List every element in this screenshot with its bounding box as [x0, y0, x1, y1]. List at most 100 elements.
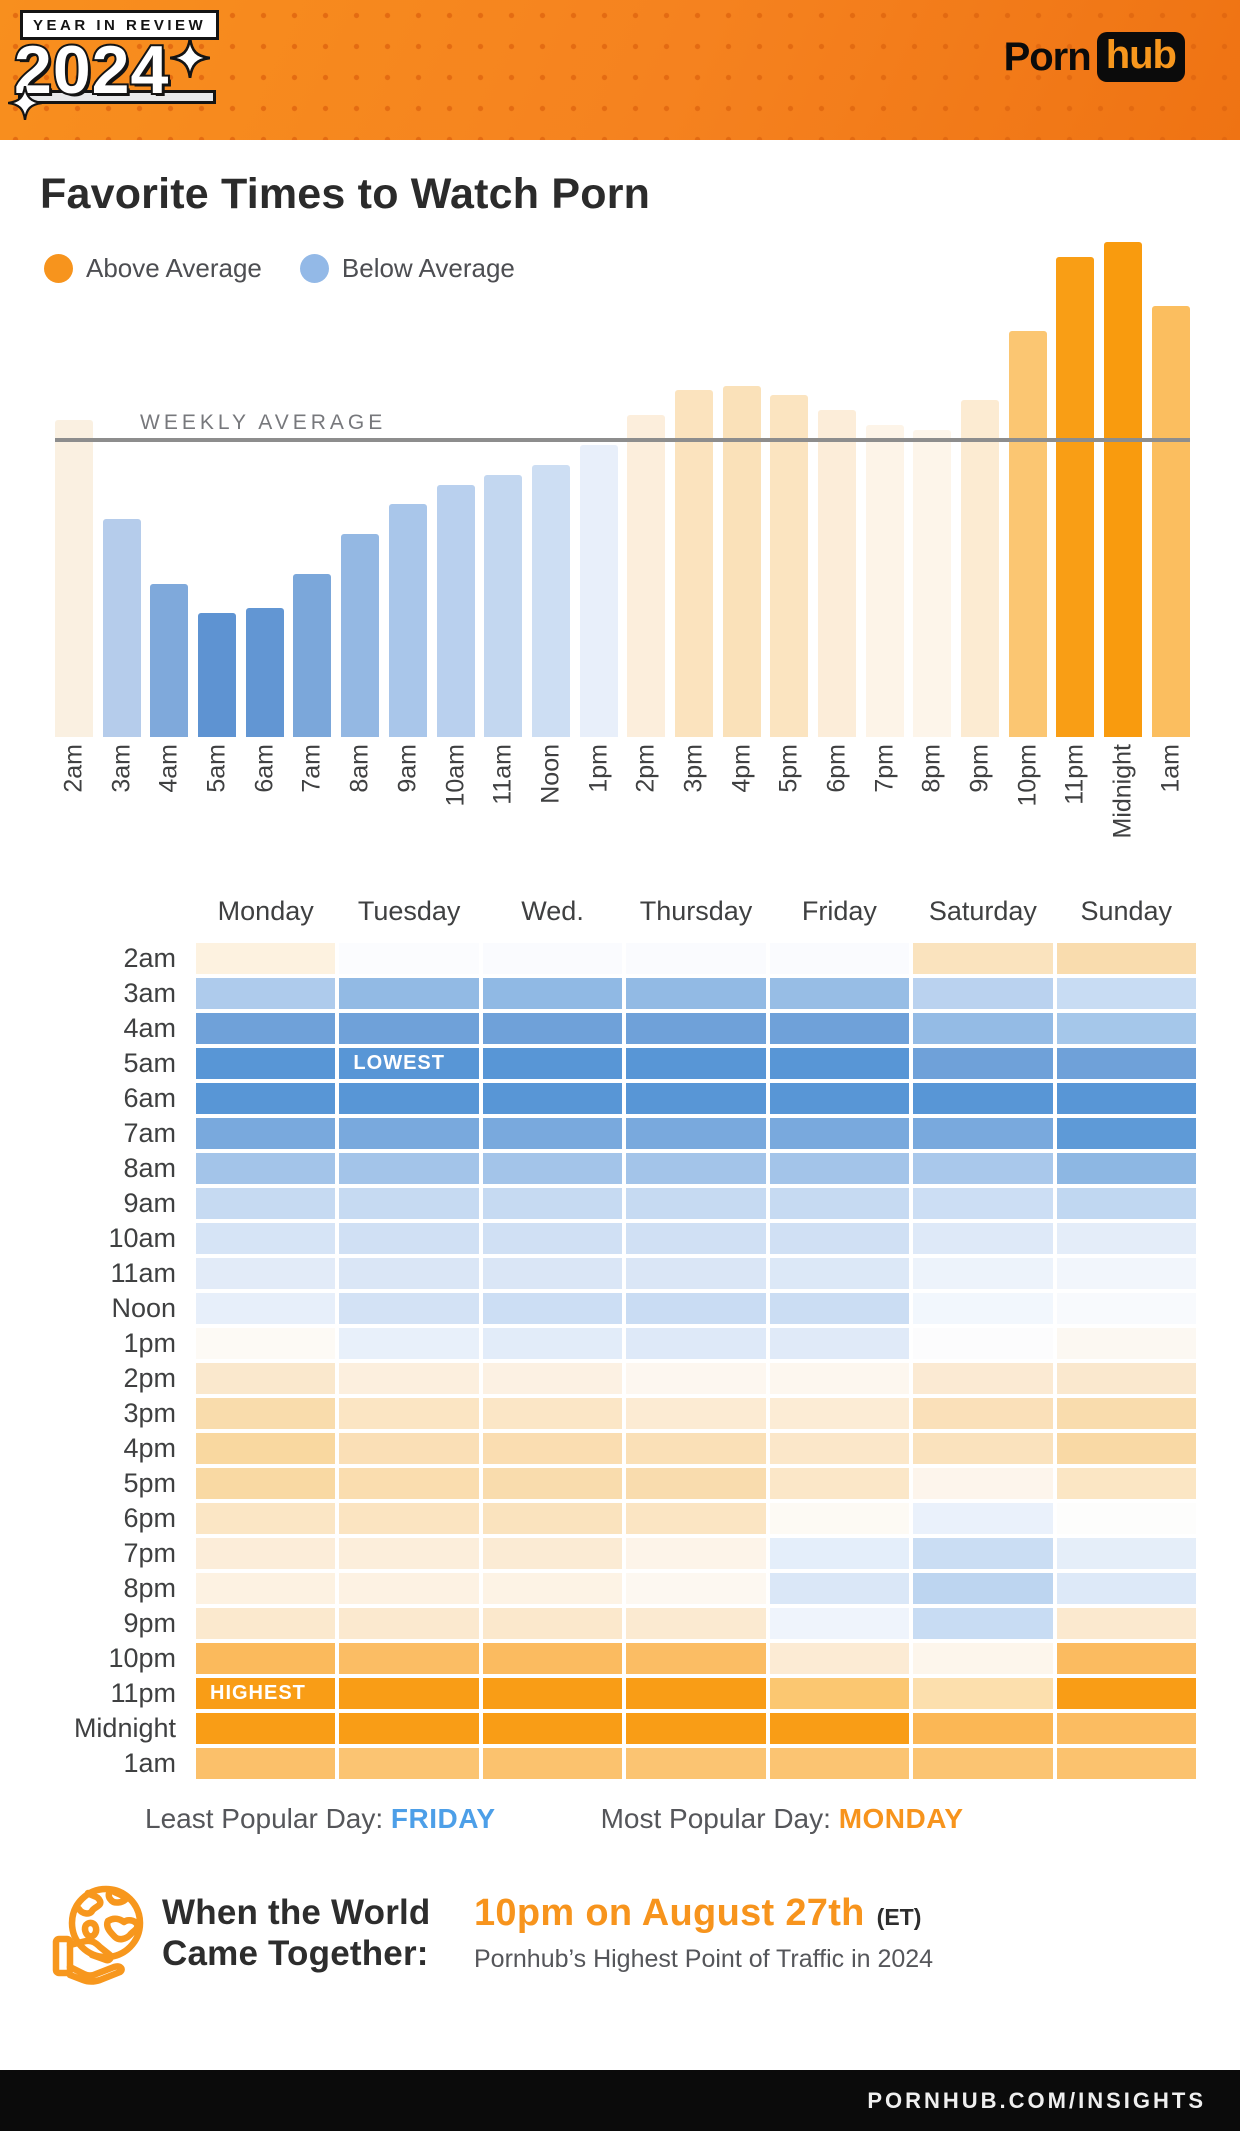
heatmap-cell-Saturday-9pm [913, 1608, 1053, 1639]
x-tick-label: 9pm [965, 744, 994, 793]
heatmap-cell-Thursday-10pm [626, 1643, 766, 1674]
most-popular-value: MONDAY [838, 1803, 964, 1834]
heatmap-cell-Tuesday-4pm [339, 1433, 479, 1464]
world-heading: When the World Came Together: [162, 1892, 458, 1975]
heatmap-cell-Friday-2pm [769, 1363, 910, 1394]
heatmap-cell-Friday-5pm [769, 1468, 910, 1499]
heatmap-cell-Friday-6am [769, 1083, 910, 1114]
heatmap-cell-Sunday-6am [1056, 1083, 1196, 1114]
x-tick-label: 7pm [870, 744, 899, 793]
heatmap-cell-Wed.-2pm [482, 1363, 623, 1394]
heatmap-cell-Tuesday-9pm [339, 1608, 479, 1639]
heatmap-cell-Tuesday-8am [339, 1153, 479, 1184]
heatmap-cell-Thursday-1am [626, 1748, 766, 1779]
day-header-Sunday: Sunday [1080, 896, 1173, 926]
bar-6am [245, 608, 284, 737]
heatmap-cell-Friday-11am [769, 1258, 910, 1289]
day-header-Friday: Friday [801, 896, 877, 926]
heatmap-cell-Sunday-Noon [1056, 1293, 1196, 1324]
bar-2am [55, 420, 93, 737]
popularity-stats: Least Popular Day: FRIDAY Most Popular D… [145, 1803, 1196, 1835]
heatmap-cell-Thursday-11pm [626, 1678, 766, 1709]
heatmap-cell-Saturday-10pm [913, 1643, 1053, 1674]
heatmap-cell-Saturday-1am [913, 1748, 1053, 1779]
heatmap-cell-Monday-6pm [196, 1503, 336, 1534]
heatmap-cell-Sunday-10am [1056, 1223, 1196, 1254]
heatmap-cell-Wed.-8pm [482, 1573, 623, 1604]
heatmap-cell-Saturday-7am [913, 1118, 1053, 1149]
heatmap-cell-Wed.-Midnight [482, 1713, 623, 1744]
hour-label-5pm: 5pm [123, 1468, 176, 1498]
x-tick-6pm: 6pm [818, 737, 856, 872]
heatmap-cell-Friday-7am [769, 1118, 910, 1149]
heatmap-cell-Monday-4pm [196, 1433, 336, 1464]
heatmap-cell-Friday-8pm [769, 1573, 910, 1604]
heatmap-cell-Monday-4am [196, 1013, 336, 1044]
globe-in-hand-icon [52, 1885, 144, 1985]
heatmap-cell-Saturday-1pm [913, 1328, 1053, 1359]
x-tick-label: 6pm [822, 744, 851, 793]
x-tick-label: 2pm [631, 744, 660, 793]
hour-label-1pm: 1pm [123, 1328, 176, 1358]
x-tick-label: 11am [488, 744, 517, 805]
heatmap-cell-Monday-9am [196, 1188, 336, 1219]
sparkle-icon [170, 38, 210, 78]
hour-label-4pm: 4pm [123, 1433, 176, 1463]
heatmap-cell-Saturday-11am [913, 1258, 1053, 1289]
heatmap-cell-Monday-5pm [196, 1468, 336, 1499]
heatmap-cell-Sunday-9pm [1056, 1608, 1196, 1639]
footer-bar: PORNHUB.COM/INSIGHTS [0, 2070, 1240, 2131]
heatmap-cell-Wed.-6pm [482, 1503, 623, 1534]
heatmap-cell-Saturday-8pm [913, 1573, 1053, 1604]
heatmap-cell-Sunday-4am [1056, 1013, 1196, 1044]
x-tick-label: 2am [59, 744, 88, 793]
heatmap-cell-Tuesday-Noon [339, 1293, 479, 1324]
heatmap-cell-Saturday-11pm [913, 1678, 1053, 1709]
x-tick-1pm: 1pm [580, 737, 618, 872]
x-tick-11pm: 11pm [1056, 737, 1094, 872]
hour-label-10pm: 10pm [108, 1643, 176, 1673]
heatmap-cell-Tuesday-7am [339, 1118, 479, 1149]
x-tick-label: 11pm [1060, 744, 1089, 805]
timezone-note: (ET) [876, 1904, 922, 1930]
x-tick-8am: 8am [341, 737, 379, 872]
heatmap-cell-Tuesday-2pm [339, 1363, 479, 1394]
x-tick-label: 3pm [679, 744, 708, 793]
pornhub-logo: Porn hub [1004, 32, 1185, 82]
heatmap-cell-Sunday-5am [1056, 1048, 1196, 1079]
year-in-review-logo: YEAR IN REVIEW 2024 [8, 10, 222, 120]
heatmap-cell-Thursday-8pm [626, 1573, 766, 1604]
heatmap-cell-Sunday-7pm [1056, 1538, 1196, 1569]
x-tick-7pm: 7pm [866, 737, 904, 872]
day-header-Tuesday: Tuesday [357, 896, 461, 926]
heatmap-cell-Sunday-11pm [1056, 1678, 1196, 1709]
heatmap-cell-Monday-3pm [196, 1398, 336, 1429]
world-traffic-section: When the World Came Together: 10pm on Au… [48, 1881, 1200, 1985]
heatmap-cell-Thursday-7pm [626, 1538, 766, 1569]
heatmap-cell-Thursday-5pm [626, 1468, 766, 1499]
heatmap-cell-Thursday-10am [626, 1223, 766, 1254]
heatmap-cell-Saturday-5am [913, 1048, 1053, 1079]
heatmap-cell-Saturday-6pm [913, 1503, 1053, 1534]
heatmap-cell-Thursday-3pm [626, 1398, 766, 1429]
heatmap-cell-Saturday-6am [913, 1083, 1053, 1114]
heatmap-cell-Tuesday-11pm [339, 1678, 479, 1709]
bar-9pm [961, 400, 1000, 737]
bar-Noon [531, 465, 570, 737]
day-hour-heatmap: Monday Tuesday Wed. Thursday Friday Saturday S… [10, 890, 1196, 1779]
bar-7am [293, 574, 332, 737]
heatmap-cell-Saturday-Noon [913, 1293, 1053, 1324]
heatmap-cell-Sunday-9am [1056, 1188, 1196, 1219]
bar-5am [198, 613, 237, 737]
hour-label-2pm: 2pm [123, 1363, 176, 1393]
heatmap-cell-Sunday-2am [1056, 943, 1196, 974]
heatmap-cell-Tuesday-10am [339, 1223, 479, 1254]
x-tick-label: Noon [536, 744, 565, 804]
heatmap-cell-Tuesday-10pm [339, 1643, 479, 1674]
heatmap-cell-Wed.-11pm [482, 1678, 623, 1709]
x-tick-label: 8pm [917, 744, 946, 793]
heatmap-cell-Wed.-10pm [482, 1643, 623, 1674]
heatmap-cell-Saturday-2am [913, 943, 1053, 974]
hour-label-3pm: 3pm [123, 1398, 176, 1428]
heatmap-cell-Sunday-2pm [1056, 1363, 1196, 1394]
